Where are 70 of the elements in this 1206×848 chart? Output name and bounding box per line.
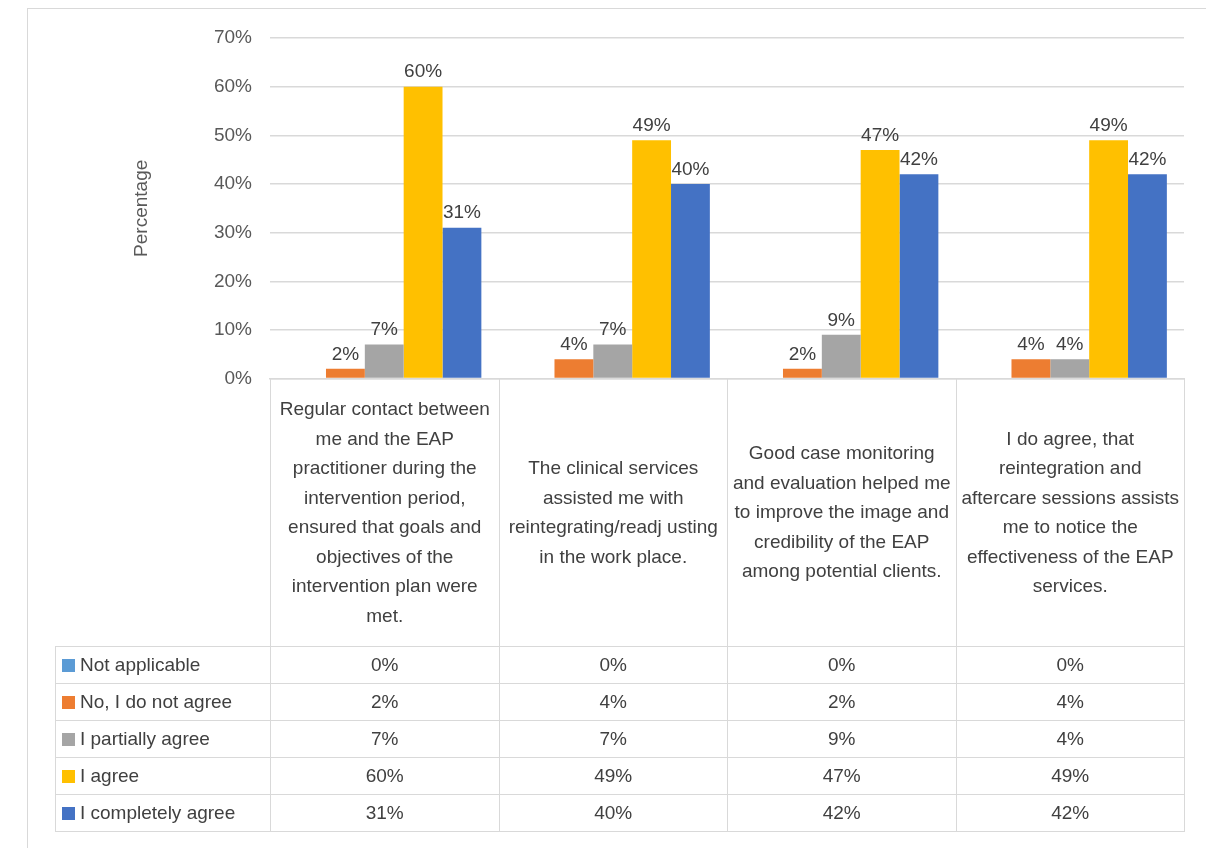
text: 60% <box>404 60 443 82</box>
y-axis-title: Percentage <box>129 159 151 257</box>
bar <box>403 86 443 378</box>
text: 4% <box>1056 332 1084 354</box>
data-label: 4% <box>956 683 1185 721</box>
bar <box>325 368 365 378</box>
bar <box>1011 359 1051 378</box>
text: 47% <box>861 123 900 145</box>
bar <box>442 227 482 378</box>
data-label: 42% <box>727 794 956 832</box>
text: 2% <box>331 342 360 364</box>
data-label: 2% <box>727 683 956 721</box>
data-label: 40% <box>499 794 728 832</box>
text: 4% <box>560 332 588 354</box>
data-label: 49% <box>956 757 1185 795</box>
x-tick-label: Regular contact between me and the EAP practitioner during the intervention period, ensured that goals and objectives of the intervention plan were met. <box>270 378 499 647</box>
text: 40% <box>671 157 710 179</box>
y-tick-label: 10% <box>213 318 253 340</box>
text: 49% <box>1089 113 1128 135</box>
data-label: 31% <box>270 794 499 832</box>
data-label: 0% <box>270 646 499 684</box>
text: 2% <box>788 342 817 364</box>
bar <box>632 140 672 378</box>
bar <box>899 174 939 378</box>
data-label: 60% <box>270 757 499 795</box>
text: 31% <box>442 201 481 223</box>
legend-label: Not applicable <box>55 646 271 684</box>
text: 42% <box>899 147 938 169</box>
legend-label: No, I do not agree <box>55 683 271 721</box>
bar <box>593 344 633 378</box>
text: 7% <box>370 318 398 340</box>
data-label: 47% <box>727 757 956 795</box>
bar <box>671 183 710 378</box>
text: 9% <box>827 308 855 330</box>
y-tick-label: 30% <box>213 220 253 242</box>
data-label: 7% <box>499 720 728 758</box>
y-tick-label: 20% <box>213 269 253 291</box>
data-label: 7% <box>270 720 499 758</box>
bar <box>821 334 861 378</box>
legend-label: I agree <box>55 757 271 795</box>
text: 7% <box>599 318 627 340</box>
bar <box>782 368 822 378</box>
x-tick-label: The clinical services assisted me with reintegrating/readj usting in the work place. <box>499 378 728 647</box>
data-label: 0% <box>499 646 728 684</box>
bar <box>364 344 404 378</box>
bar <box>554 359 594 378</box>
bar <box>1089 140 1129 378</box>
bar <box>1050 359 1090 378</box>
data-label: 4% <box>956 720 1185 758</box>
legend-label: I partially agree <box>55 720 271 758</box>
x-tick-label: Good case monitoring and evaluation helped me to improve the image and credibility of the EAP among potential clients. <box>727 378 956 647</box>
y-tick-label: 40% <box>213 172 253 194</box>
data-label: 9% <box>727 720 956 758</box>
text: 42% <box>1128 147 1167 169</box>
x-tick-label: I do agree, that reintegration and aftercare sessions assists me to notice the effectiveness of the EAP services. <box>956 378 1185 647</box>
text: 49% <box>632 113 671 135</box>
y-tick-label: 50% <box>213 123 253 145</box>
y-tick-label: 70% <box>213 26 253 48</box>
data-label: 0% <box>727 646 956 684</box>
data-label: 0% <box>956 646 1185 684</box>
data-label: 42% <box>956 794 1185 832</box>
legend-label: I completely agree <box>55 794 271 832</box>
data-label: 4% <box>499 683 728 721</box>
bar <box>1128 174 1167 378</box>
y-tick-label: 0% <box>224 366 253 388</box>
y-tick-label: 60% <box>213 74 253 96</box>
bar <box>860 149 900 378</box>
data-label: 2% <box>270 683 499 721</box>
data-label: 49% <box>499 757 728 795</box>
text: 4% <box>1017 332 1045 354</box>
